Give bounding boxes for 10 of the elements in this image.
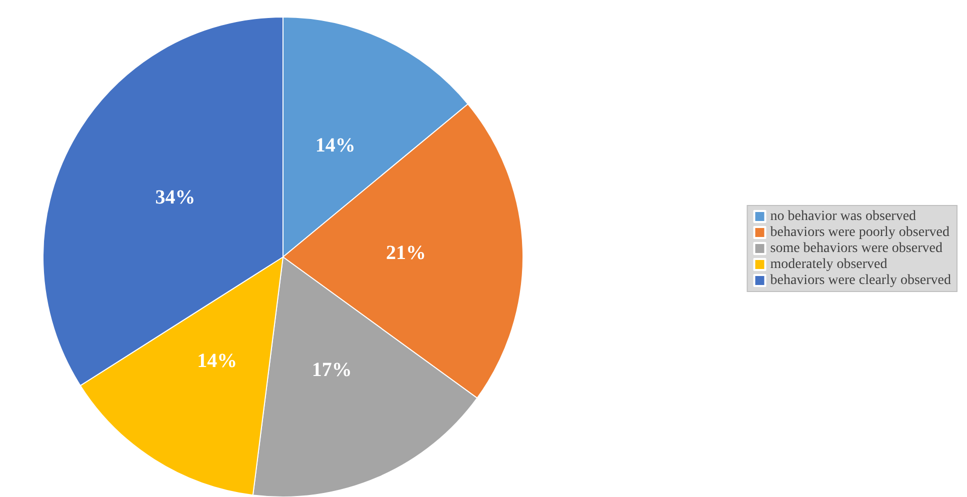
data-label: 34% [155, 186, 196, 209]
legend-label: no behavior was observed [770, 209, 916, 224]
legend-label: some behaviors were observed [770, 241, 942, 256]
data-label: 14% [315, 134, 356, 157]
legend-label: behaviors were clearly observed [770, 273, 951, 288]
legend-label: moderately observed [770, 257, 888, 272]
data-label: 21% [386, 242, 426, 264]
data-label: 17% [312, 358, 352, 381]
data-label: 14% [197, 350, 238, 372]
legend-label: behaviors were poorly observed [770, 225, 950, 240]
